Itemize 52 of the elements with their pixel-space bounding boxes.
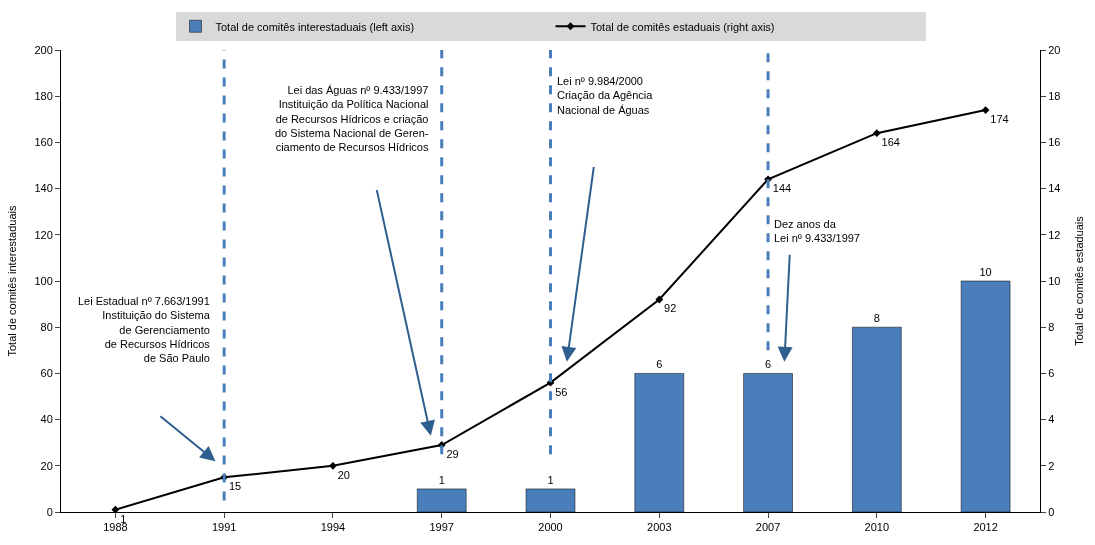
x-tick-label: 2010 — [864, 521, 890, 534]
y2-tick-label: 20 — [1048, 43, 1061, 56]
data-label: 56 — [555, 385, 568, 398]
y-tick-label: 180 — [34, 90, 53, 103]
y-tick-label: 80 — [40, 321, 53, 334]
data-label: 29 — [446, 448, 459, 461]
data-label: 174 — [990, 113, 1009, 126]
ref-line-label: Lei nº 9.984/2000 Criação da Agência Nacional de Águas — [557, 75, 654, 116]
data-label: 20 — [337, 468, 350, 481]
x-tick-label: 2007 — [755, 521, 781, 534]
data-label: 1 — [547, 473, 554, 486]
data-label: 164 — [881, 136, 900, 149]
ref-line-label: Dez anos da Lei nº 9.433/1997 — [774, 218, 860, 245]
legend-label: Total de comitês interestaduais (left axis) — [215, 20, 415, 33]
ref-line-label: Lei das Águas nº 9.433/1997 Instituição da Política Nacional de Recursos Hídricos e criação do Sistema Nacional de Geren- ciamento de Recursos Hídricos — [275, 84, 429, 154]
x-tick-label: 1991 — [211, 521, 237, 534]
y-tick-label: 100 — [34, 274, 53, 287]
y2-tick-label: 14 — [1048, 182, 1061, 195]
y2-tick-label: 10 — [1048, 274, 1061, 287]
y2-tick-label: 4 — [1048, 413, 1055, 426]
legend-label: Total de comitês estaduais (right axis) — [590, 20, 775, 33]
data-label: 15 — [228, 480, 242, 493]
data-label: 6 — [656, 358, 663, 371]
data-label: 6 — [764, 358, 772, 371]
y-tick-label: 140 — [34, 182, 53, 195]
data-label: 10 — [979, 266, 992, 278]
y-tick-label: 120 — [34, 228, 53, 241]
y-tick-label: 60 — [40, 367, 53, 380]
y-tick-label: 0 — [46, 505, 53, 518]
y-tick-label: 20 — [40, 459, 53, 472]
y2-tick-label: 12 — [1048, 228, 1061, 241]
data-label: 92 — [664, 302, 677, 315]
y2-tick-label: 0 — [1048, 505, 1055, 518]
y-tick-label: 160 — [34, 136, 53, 149]
data-label: 8 — [873, 312, 880, 325]
data-label: 1 — [438, 473, 445, 486]
y-axis-title: Total de comitês interestaduais — [6, 204, 19, 357]
y-tick-label: 40 — [40, 413, 53, 426]
y-tick-label: 200 — [34, 43, 53, 56]
y2-tick-label: 2 — [1048, 459, 1055, 472]
x-tick-label: 2000 — [538, 521, 563, 534]
data-label: 144 — [772, 182, 792, 195]
y2-tick-label: 16 — [1048, 136, 1061, 149]
y2-tick-label: 18 — [1048, 90, 1061, 103]
x-tick-label: 1997 — [429, 521, 454, 534]
x-tick-label: 1994 — [320, 521, 346, 534]
y2-tick-label: 8 — [1048, 321, 1055, 334]
x-tick-label: 2003 — [647, 521, 672, 534]
x-tick-label: 2012 — [973, 521, 998, 534]
y2-tick-label: 6 — [1048, 367, 1055, 380]
y2-axis-title: Total de comitês estaduais — [1072, 215, 1085, 346]
ref-line-label: Lei Estadual nº 7.663/1991 Instituição do Sistema de Gerenciamento de Recursos Hídricos de São Paulo — [78, 295, 211, 365]
